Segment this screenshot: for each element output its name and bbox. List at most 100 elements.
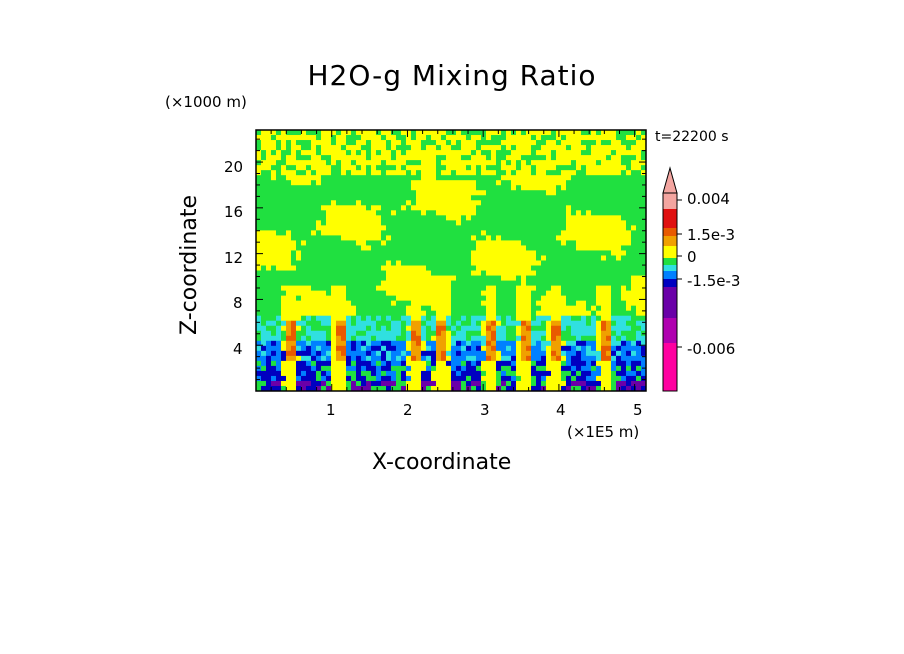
field-cell bbox=[261, 195, 267, 201]
field-cell bbox=[641, 145, 646, 151]
field-cell bbox=[416, 220, 422, 226]
field-cell bbox=[381, 210, 387, 216]
field-cell bbox=[266, 205, 272, 211]
field-cell bbox=[581, 280, 587, 287]
field-cell bbox=[276, 350, 282, 357]
field-cell bbox=[586, 145, 592, 151]
field-cell bbox=[611, 350, 617, 357]
field-cell bbox=[456, 370, 462, 377]
field-cell bbox=[571, 200, 577, 206]
field-cell bbox=[591, 275, 597, 282]
field-cell bbox=[466, 155, 472, 161]
field-cell bbox=[626, 300, 632, 307]
field-cell bbox=[281, 275, 287, 282]
field-cell bbox=[381, 355, 387, 362]
field-cell bbox=[486, 135, 492, 141]
field-cell bbox=[466, 210, 472, 216]
field-cell bbox=[521, 265, 527, 272]
field-cell bbox=[266, 225, 272, 231]
field-cell bbox=[381, 190, 387, 196]
field-cell bbox=[556, 195, 562, 201]
field-cell bbox=[586, 190, 592, 196]
colorbar-segment bbox=[663, 209, 677, 228]
field-cell bbox=[516, 135, 522, 141]
field-cell bbox=[421, 195, 427, 201]
field-cell bbox=[441, 240, 447, 247]
field-cell bbox=[351, 275, 357, 282]
field-cell bbox=[566, 385, 572, 391]
field-cell bbox=[376, 340, 382, 347]
field-cell bbox=[471, 160, 477, 166]
field-cell bbox=[621, 305, 627, 312]
field-cell bbox=[286, 180, 292, 186]
field-cell bbox=[371, 165, 377, 171]
field-cell bbox=[486, 245, 492, 252]
field-cell bbox=[611, 190, 617, 196]
field-cell bbox=[386, 325, 392, 332]
field-cell bbox=[631, 245, 637, 252]
field-cell bbox=[426, 145, 432, 151]
field-cell bbox=[581, 350, 587, 357]
field-cell bbox=[561, 155, 567, 161]
field-cell bbox=[631, 145, 637, 151]
field-cell bbox=[266, 350, 272, 357]
field-cell bbox=[376, 325, 382, 332]
field-cell bbox=[626, 280, 632, 287]
field-cell bbox=[381, 360, 387, 367]
field-cell bbox=[281, 250, 287, 257]
field-cell bbox=[431, 330, 437, 337]
field-cell bbox=[421, 295, 427, 302]
field-cell bbox=[491, 240, 497, 247]
field-cell bbox=[396, 160, 402, 166]
field-cell bbox=[561, 145, 567, 151]
field-cell bbox=[551, 295, 557, 302]
field-cell bbox=[491, 300, 497, 307]
field-cell bbox=[586, 230, 592, 236]
field-cell bbox=[521, 370, 527, 377]
field-cell bbox=[351, 215, 357, 221]
field-cell bbox=[471, 305, 477, 312]
field-cell bbox=[556, 190, 562, 196]
field-cell bbox=[546, 210, 552, 216]
field-cell bbox=[266, 280, 272, 287]
field-cell bbox=[521, 315, 527, 322]
field-cell bbox=[256, 220, 262, 226]
field-cell bbox=[571, 185, 577, 191]
field-cell bbox=[341, 240, 347, 247]
field-cell bbox=[286, 370, 292, 377]
field-cell bbox=[306, 350, 312, 357]
field-cell bbox=[631, 180, 637, 186]
field-cell bbox=[406, 200, 412, 206]
field-cell bbox=[466, 285, 472, 292]
field-cell bbox=[586, 260, 592, 267]
field-cell bbox=[356, 360, 362, 367]
field-cell bbox=[616, 215, 622, 221]
field-cell bbox=[481, 320, 487, 327]
field-cell bbox=[496, 300, 502, 307]
field-cell bbox=[531, 360, 537, 367]
field-cell bbox=[591, 280, 597, 287]
field-cell bbox=[271, 220, 277, 226]
field-cell bbox=[341, 200, 347, 206]
field-cell bbox=[321, 215, 327, 221]
field-cell bbox=[406, 155, 412, 161]
field-cell bbox=[451, 220, 457, 226]
field-cell bbox=[316, 225, 322, 231]
field-cell bbox=[621, 300, 627, 307]
field-cell bbox=[321, 340, 327, 347]
field-cell bbox=[641, 135, 646, 141]
field-cell bbox=[566, 180, 572, 186]
field-cell bbox=[341, 140, 347, 146]
field-cell bbox=[486, 220, 492, 226]
field-cell bbox=[286, 385, 292, 391]
field-cell bbox=[526, 200, 532, 206]
field-cell bbox=[381, 250, 387, 257]
field-cell bbox=[621, 375, 627, 382]
field-cell bbox=[616, 220, 622, 226]
field-cell bbox=[441, 355, 447, 362]
field-cell bbox=[481, 230, 487, 236]
field-cell bbox=[596, 175, 602, 181]
field-cell bbox=[376, 190, 382, 196]
field-cell bbox=[616, 340, 622, 347]
field-cell bbox=[261, 230, 267, 236]
